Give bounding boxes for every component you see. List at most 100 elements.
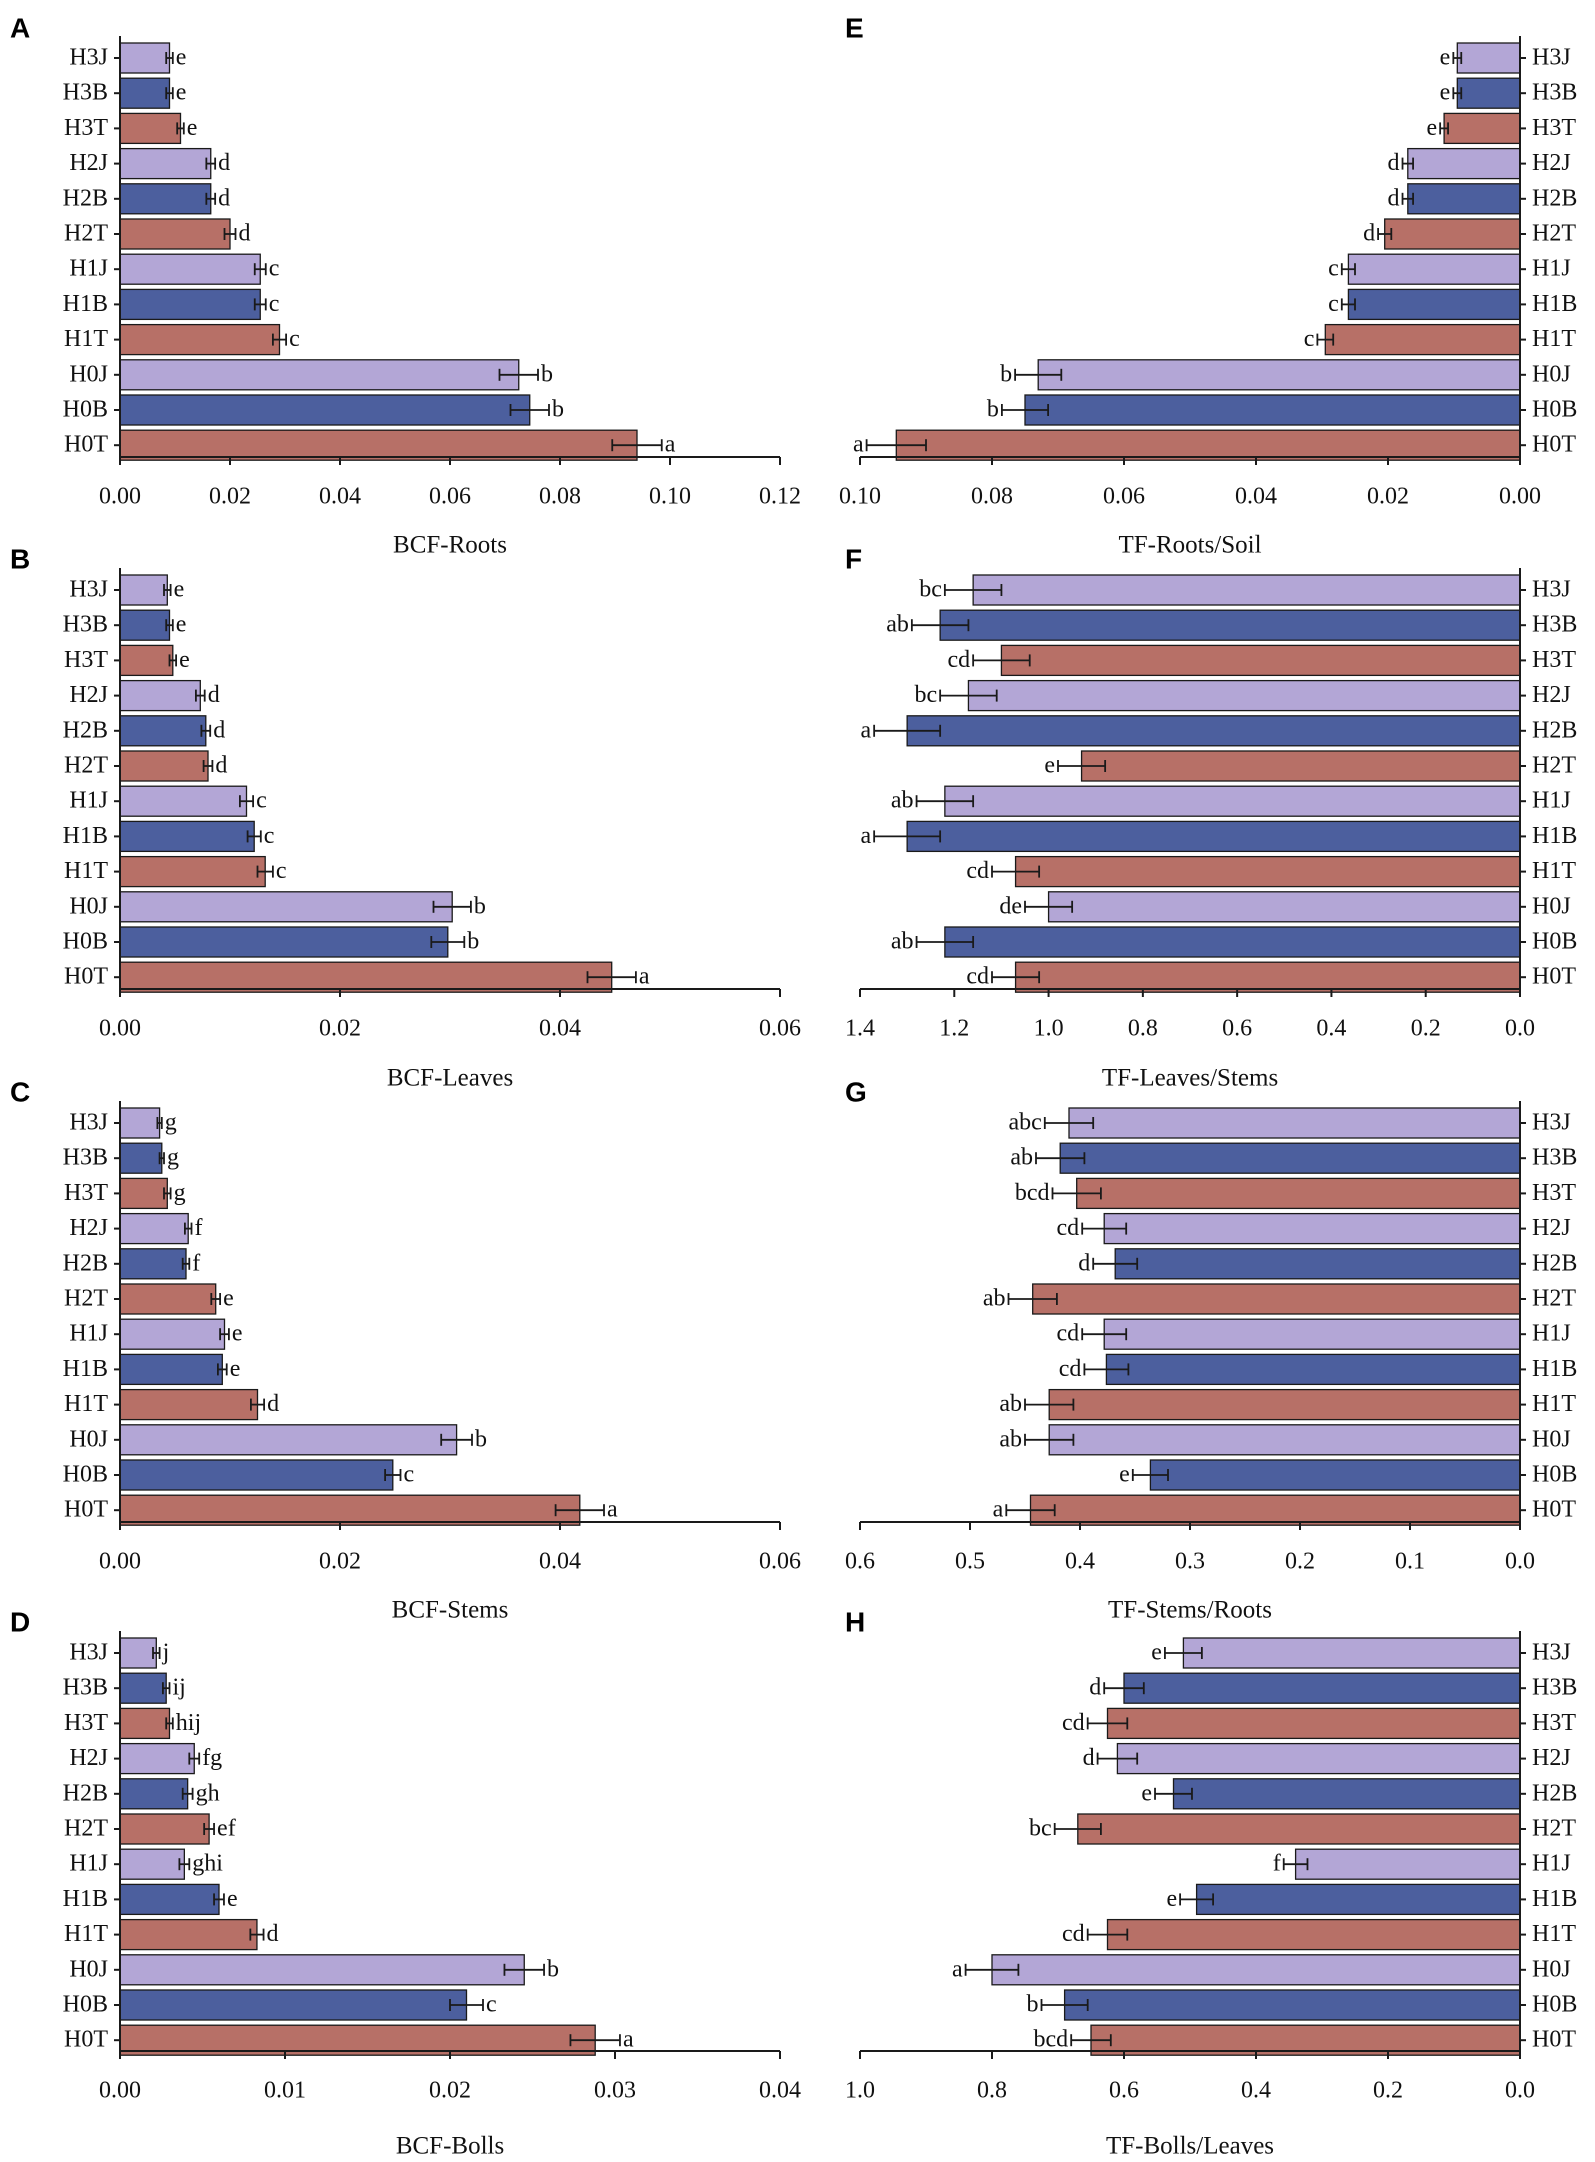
bar-h1t	[1014, 855, 1521, 888]
bar-h1b	[1347, 288, 1521, 321]
y-tick-label: H1B	[63, 1886, 108, 1912]
y-tick-label: H0J	[1532, 361, 1571, 387]
x-axis-title: BCF-Leaves	[387, 1065, 513, 1092]
y-tick-label: H2J	[69, 150, 108, 176]
y-tick-label: H2B	[63, 185, 108, 211]
significance-letter: d	[267, 1391, 279, 1417]
y-tick-label: H0B	[1532, 1992, 1577, 2018]
y-tick-label: H1J	[69, 788, 108, 814]
x-axis-title: TF-Bolls/Leaves	[1106, 2133, 1274, 2160]
y-tick-label: H3J	[69, 45, 108, 71]
bar-h0j	[1047, 891, 1521, 923]
chart-panel-f: Fbc H3J ab H3B cd H3T bc H2J a H2B e H2T ab H1J a H1B cd…	[845, 543, 1577, 1091]
significance-letter: ab	[891, 788, 914, 814]
significance-letter: e	[187, 115, 198, 141]
y-tick-label: H1T	[64, 858, 108, 884]
y-tick-label: H3B	[63, 612, 108, 638]
significance-letter: d	[1388, 150, 1400, 176]
x-tick-label: 1.2	[939, 1016, 969, 1042]
x-tick-label: 0.2	[1411, 1016, 1441, 1042]
significance-letter: ab	[891, 929, 914, 955]
panel-letter: A	[10, 12, 30, 43]
significance-letter: d	[239, 221, 251, 247]
bar-h2t	[119, 1283, 217, 1315]
x-tick-label: 0.2	[1285, 1549, 1315, 1575]
bar-h3t	[1443, 112, 1521, 145]
significance-letter: g	[165, 1110, 177, 1136]
y-tick-label: H1T	[64, 1391, 108, 1417]
bar-h2j	[119, 1212, 189, 1245]
y-tick-label: H2B	[63, 1780, 108, 1806]
bar-h3b	[119, 77, 171, 109]
y-tick-label: H1J	[69, 256, 108, 282]
bar-h3j	[119, 1107, 161, 1139]
x-tick-label: 0.6	[1222, 1016, 1252, 1042]
y-tick-label: H3T	[1532, 115, 1576, 141]
bar-h3b	[1123, 1672, 1521, 1704]
significance-letter: a	[853, 432, 864, 458]
bar-h1t	[119, 1388, 259, 1421]
x-tick-label: 0.4	[1065, 1549, 1095, 1575]
bar-h3t	[1000, 644, 1521, 677]
x-tick-label: 0.01	[264, 2078, 306, 2104]
y-tick-label: H0T	[1532, 1497, 1576, 1523]
y-tick-label: H1T	[1532, 326, 1576, 352]
significance-letter: c	[256, 788, 267, 814]
x-tick-label: 0.08	[539, 484, 581, 510]
y-tick-label: H2J	[1532, 1745, 1571, 1771]
y-tick-label: H0B	[63, 929, 108, 955]
significance-letter: b	[541, 361, 553, 387]
significance-letter: bcd	[1015, 1180, 1050, 1206]
significance-letter: c	[1328, 256, 1339, 282]
x-axis-title: BCF-Roots	[393, 532, 507, 559]
bar-h3j	[119, 42, 171, 74]
x-tick-label: 0.02	[209, 484, 251, 510]
bar-h0b	[944, 926, 1521, 958]
bar-h2j	[1407, 147, 1521, 180]
x-tick-label: 0.06	[429, 484, 471, 510]
y-tick-label: H0T	[64, 432, 108, 458]
significance-letter: f	[192, 1250, 200, 1276]
significance-letter: d	[267, 1921, 279, 1947]
bar-h2j	[119, 147, 212, 180]
y-tick-label: H1T	[64, 326, 108, 352]
y-tick-label: H2J	[1532, 150, 1571, 176]
y-tick-label: H0T	[64, 1497, 108, 1523]
y-tick-label: H2J	[69, 1215, 108, 1241]
bar-h0j	[119, 1424, 458, 1456]
y-tick-label: H3J	[69, 1640, 108, 1666]
bar-h3b	[119, 1672, 167, 1704]
bar-h0t	[119, 429, 638, 461]
significance-letter: e	[223, 1286, 234, 1312]
panel-letter: B	[10, 543, 30, 574]
y-tick-label: H1J	[69, 1851, 108, 1877]
x-tick-label: 0.0	[1505, 1549, 1535, 1575]
significance-letter: a	[665, 432, 676, 458]
y-tick-label: H0T	[1532, 432, 1576, 458]
bar-h3t	[1106, 1707, 1521, 1740]
significance-letter: de	[999, 893, 1022, 919]
bar-h3t	[119, 644, 174, 677]
y-tick-label: H3T	[64, 647, 108, 673]
y-tick-label: H0B	[1532, 397, 1577, 423]
significance-letter: bc	[919, 577, 942, 603]
y-tick-label: H3T	[64, 115, 108, 141]
significance-letter: bcd	[1034, 2027, 1069, 2053]
bar-h1b	[1195, 1883, 1521, 1916]
bar-h0t	[119, 961, 613, 993]
bar-h2b	[1407, 183, 1521, 215]
significance-letter: g	[167, 1145, 179, 1171]
y-tick-label: H3B	[63, 80, 108, 106]
bar-h3j	[972, 574, 1521, 606]
bar-h2t	[1077, 1813, 1521, 1845]
x-tick-label: 1.0	[1034, 1016, 1064, 1042]
bar-h1b	[906, 820, 1521, 853]
significance-letter: b	[467, 929, 479, 955]
significance-letter: c	[269, 256, 280, 282]
x-tick-label: 0.04	[319, 484, 361, 510]
y-tick-label: H3T	[1532, 1180, 1576, 1206]
panel-letter: C	[10, 1076, 30, 1107]
y-tick-label: H1J	[1532, 788, 1571, 814]
x-tick-label: 0.00	[99, 484, 141, 510]
bar-h0t	[1014, 961, 1521, 993]
